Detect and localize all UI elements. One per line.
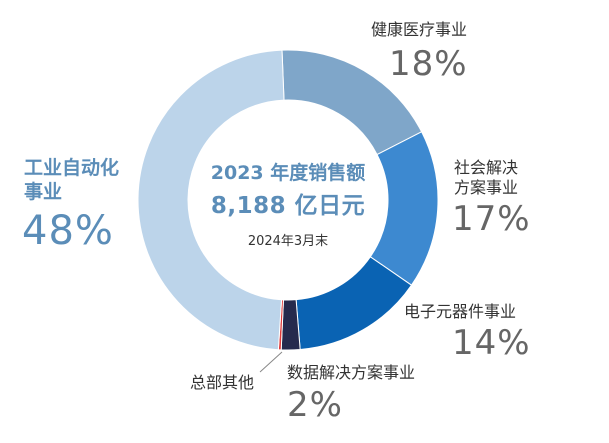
label-social-1: 社会解决: [454, 158, 519, 177]
pct-automation: 48%: [22, 208, 114, 254]
pct-healthcare: 18%: [389, 44, 468, 84]
label-hq-other: 总部其他: [190, 373, 255, 392]
label-electronics: 电子元器件事业: [404, 302, 517, 321]
label-social-2: 方案事业: [454, 178, 519, 197]
label-data-solutions: 数据解决方案事业: [287, 363, 416, 382]
pct-social: 17%: [452, 199, 531, 239]
label-automation-2: 事业: [24, 181, 63, 203]
center-title: 2023 年度销售额: [210, 162, 366, 184]
other-leader-line: [259, 351, 283, 373]
center-date: 2024年3月末: [247, 234, 329, 249]
slice-5: [137, 49, 285, 351]
pct-data-solutions: 2%: [287, 385, 343, 425]
center-total: 8,188 亿日元: [210, 193, 366, 219]
donut-slices: [137, 49, 439, 351]
pct-electronics: 14%: [452, 323, 531, 363]
label-automation-1: 工业自动化: [24, 157, 120, 179]
label-healthcare: 健康医疗事业: [371, 20, 468, 39]
